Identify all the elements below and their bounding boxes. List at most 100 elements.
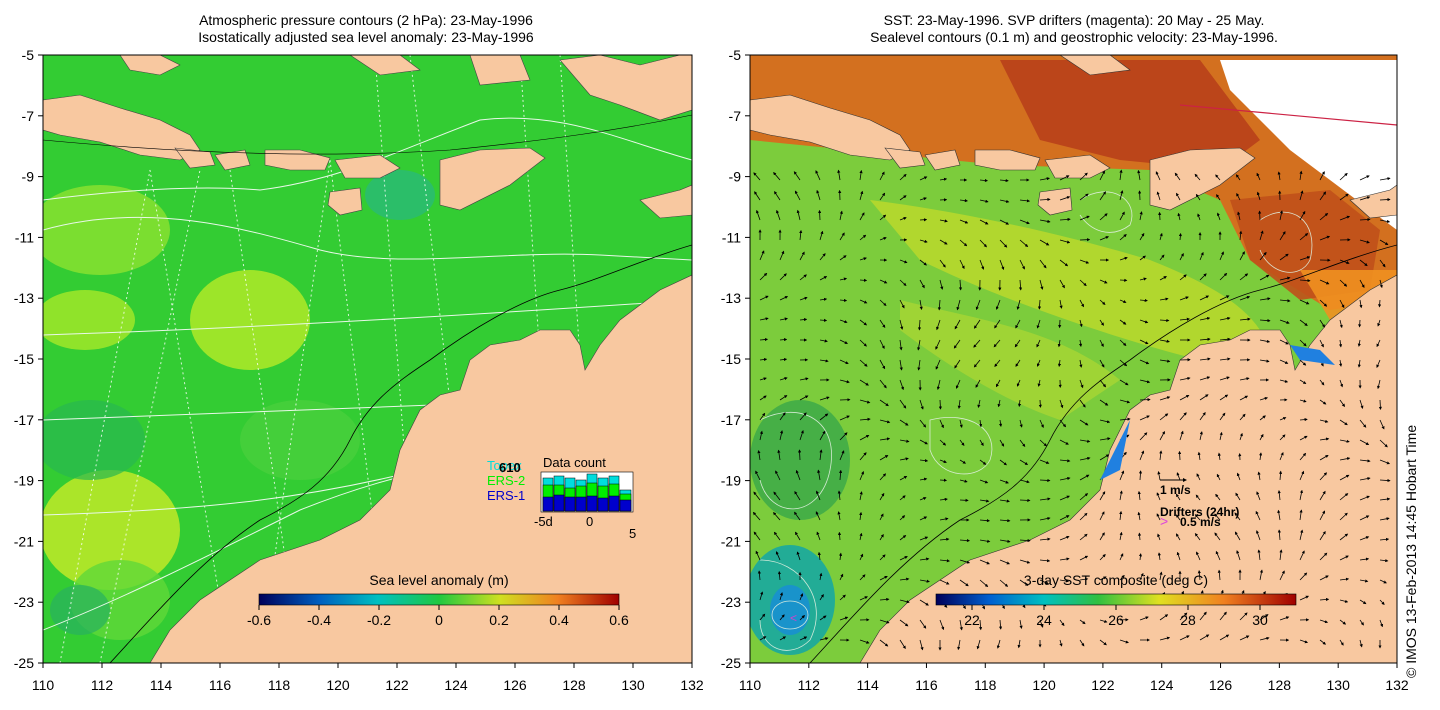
velocity-arrow <box>815 170 821 181</box>
velocity-arrow <box>1059 535 1070 541</box>
velocity-arrow <box>1379 419 1385 430</box>
velocity-arrow <box>1339 555 1349 561</box>
velocity-arrow <box>1119 531 1123 541</box>
velocity-arrow <box>1119 359 1128 367</box>
left-title-line1: Atmospheric pressure contours (2 hPa): 2… <box>199 12 533 28</box>
velocity-arrow <box>1137 169 1141 181</box>
velocity-arrow <box>1236 192 1241 201</box>
velocity-arrow <box>1277 509 1281 521</box>
velocity-arrow <box>939 219 948 223</box>
velocity-arrow <box>1039 259 1047 269</box>
velocity-arrow <box>1217 452 1221 461</box>
right-x-tick-label: 122 <box>1091 677 1115 693</box>
velocity-arrow <box>1255 510 1261 521</box>
velocity-arrow <box>1239 251 1245 261</box>
velocity-arrow <box>819 430 826 441</box>
velocity-arrow <box>996 639 1001 649</box>
velocity-arrow <box>859 491 863 501</box>
velocity-arrow <box>1319 454 1329 461</box>
velocity-arrow <box>1277 171 1281 181</box>
velocity-arrow <box>1137 511 1141 521</box>
velocity-arrow <box>879 419 891 424</box>
velocity-arrow <box>779 317 788 321</box>
velocity-arrow <box>1279 417 1287 421</box>
velocity-arrow <box>1299 470 1305 481</box>
velocity-arrow <box>1119 256 1128 261</box>
velocity-arrow <box>839 339 848 344</box>
velocity-arrow <box>1059 217 1071 222</box>
right-map <box>750 55 1397 663</box>
velocity-arrow <box>1239 230 1243 241</box>
velocity-arrow <box>1239 273 1249 281</box>
velocity-arrow <box>1019 259 1025 270</box>
velocity-arrow <box>1299 339 1307 347</box>
velocity-arrow <box>899 599 910 604</box>
velocity-arrow <box>1338 339 1343 348</box>
velocity-arrow <box>1339 474 1350 481</box>
velocity-arrow <box>1138 553 1143 561</box>
velocity-arrow <box>1339 279 1348 287</box>
velocity-arrow <box>1377 319 1381 327</box>
velocity-arrow <box>859 532 863 541</box>
velocity-arrow <box>1259 297 1271 301</box>
velocity-arrow <box>1079 555 1089 561</box>
velocity-arrow <box>1057 339 1061 348</box>
velocity-arrow <box>815 511 821 521</box>
velocity-arrow <box>1239 432 1243 441</box>
velocity-arrow <box>959 219 969 224</box>
velocity-arrow <box>979 199 989 203</box>
velocity-arrow <box>1177 212 1181 221</box>
velocity-arrow <box>1119 379 1129 386</box>
velocity-arrow <box>978 619 983 631</box>
velocity-arrow <box>1319 437 1330 441</box>
velocity-arrow <box>1059 476 1071 481</box>
velocity-arrow <box>1119 639 1129 644</box>
left-y-tick-label: -19 <box>14 473 34 489</box>
velocity-arrow <box>919 516 928 521</box>
velocity-arrow <box>1359 536 1370 541</box>
left-x-tick-label: 120 <box>326 677 350 693</box>
velocity-arrow <box>1079 533 1088 541</box>
left-y-tick-label: -21 <box>14 533 34 549</box>
velocity-arrow <box>899 319 904 330</box>
sla-anomaly-blob <box>43 185 170 275</box>
left-map-axes: 110 112 114 116 118 120 122 124 126 128 130 132 -5 -7… <box>14 47 704 693</box>
velocity-arrow <box>1279 434 1286 441</box>
velocity-arrow <box>1359 299 1363 309</box>
velocity-arrow <box>1019 199 1031 203</box>
velocity-arrow <box>859 511 863 521</box>
velocity-arrow <box>954 319 961 330</box>
velocity-arrow <box>1259 359 1270 363</box>
velocity-arrow <box>1037 299 1042 310</box>
velocity-arrow <box>1215 550 1221 561</box>
velocity-arrow <box>879 437 891 441</box>
velocity-arrow <box>1059 175 1070 181</box>
velocity-arrow <box>779 636 787 641</box>
velocity-arrow <box>859 339 867 347</box>
velocity-arrow <box>1279 276 1291 281</box>
sst-colorbar-label: 3-day SST composite (deg C) <box>1024 572 1208 588</box>
velocity-arrow <box>959 459 967 464</box>
velocity-arrow <box>1359 557 1370 561</box>
velocity-arrow <box>1099 511 1105 521</box>
velocity-arrow <box>1194 173 1201 181</box>
left-y-tick-label: -11 <box>15 229 34 245</box>
velocity-arrow <box>1279 451 1284 461</box>
velocity-arrow <box>752 511 761 521</box>
velocity-arrow <box>839 379 850 384</box>
velocity-arrow <box>959 479 968 483</box>
left-title-line2: Isostatically adjusted sea level anomaly… <box>198 29 534 45</box>
velocity-arrow <box>953 339 961 349</box>
velocity-arrow <box>775 551 781 561</box>
velocity-arrow <box>1219 337 1231 341</box>
velocity-arrow <box>1219 376 1230 381</box>
velocity-arrow <box>819 413 829 421</box>
velocity-arrow <box>979 499 990 503</box>
velocity-arrow <box>959 439 965 446</box>
velocity-arrow <box>899 279 907 287</box>
velocity-arrow <box>958 279 963 291</box>
sst-mid-region <box>900 300 1120 420</box>
velocity-arrow <box>919 439 928 445</box>
velocity-arrow <box>919 557 930 561</box>
velocity-arrow <box>1079 639 1085 647</box>
